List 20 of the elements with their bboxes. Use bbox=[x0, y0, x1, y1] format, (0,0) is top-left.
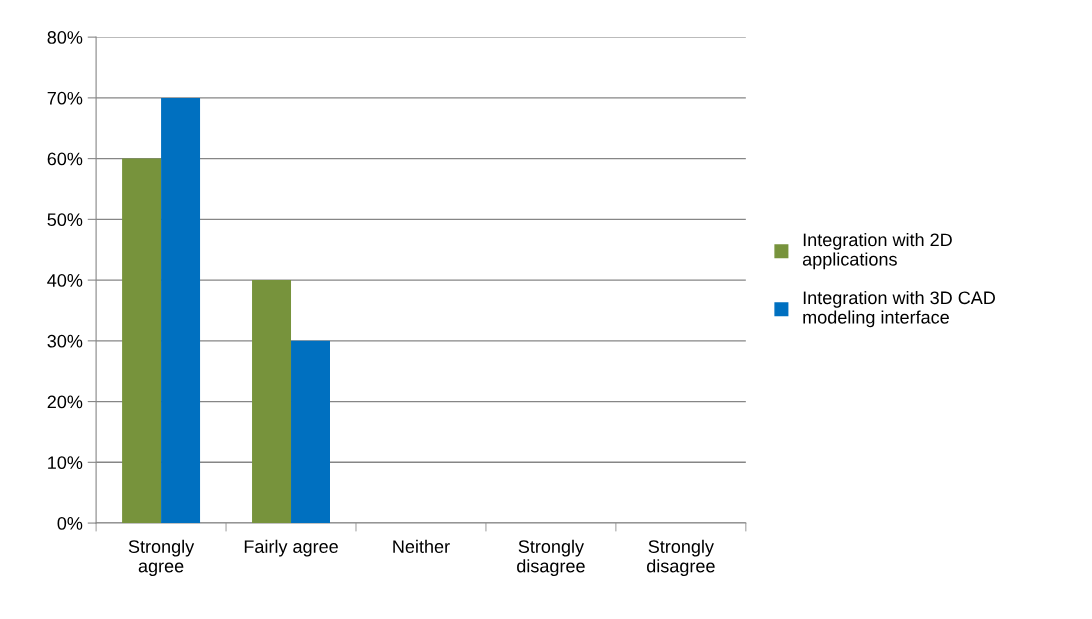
y-tick-label: 30% bbox=[47, 334, 83, 348]
bar bbox=[161, 97, 201, 524]
x-tick-label: Neither bbox=[393, 539, 450, 553]
y-tick-label: 0% bbox=[57, 516, 83, 530]
x-tick-label: Strongly agree bbox=[128, 539, 195, 576]
y-tick-label: 60% bbox=[47, 152, 83, 166]
y-tick-label: 70% bbox=[47, 91, 83, 105]
x-tick-label: Strongly disagree bbox=[517, 539, 585, 576]
legend-label: Integration with 3D CAD modeling interface bbox=[803, 290, 995, 328]
bar bbox=[291, 340, 330, 524]
y-tick-label: 20% bbox=[47, 395, 83, 409]
y-tick-label: 40% bbox=[47, 274, 83, 287]
bar bbox=[252, 280, 292, 524]
bar bbox=[122, 158, 162, 524]
x-tick-label: Fairly agree bbox=[244, 539, 338, 557]
y-tick-label: 80% bbox=[47, 31, 83, 44]
x-tick-label: Strongly disagree bbox=[646, 539, 715, 576]
legend-label: Integration with 2D applications bbox=[802, 232, 952, 270]
y-tick-label: 10% bbox=[48, 456, 83, 470]
y-tick-label: 50% bbox=[47, 213, 83, 227]
